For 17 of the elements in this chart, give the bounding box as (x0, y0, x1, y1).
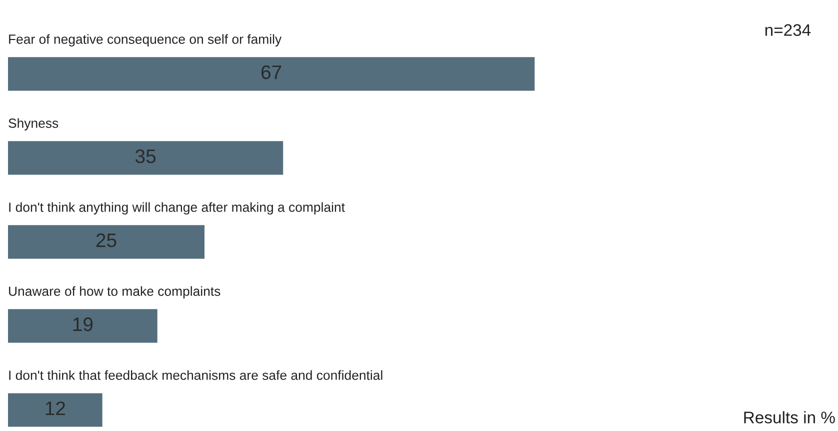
text: Results in % (744, 411, 835, 424)
text: n=234 (765, 24, 811, 36)
bar (8, 393, 102, 427)
data-label: 19 (73, 317, 93, 332)
data-label: 67 (261, 65, 282, 80)
y-tick-label: I don't think that feedback mechanisms are safe and confidential (9, 370, 382, 380)
bar (8, 141, 284, 175)
bar (8, 57, 535, 91)
data-label: 25 (96, 233, 116, 248)
y-tick-label: I don't think anything will change after making a complaint (9, 202, 345, 215)
data-label: 35 (135, 149, 156, 164)
y-tick-label: Unaware of how to make complaints (9, 286, 220, 299)
y-tick-label: Fear of negative consequence on self or family (9, 34, 282, 46)
bar (8, 309, 158, 343)
data-label: 12 (46, 401, 65, 416)
bar (8, 225, 204, 259)
y-tick-label: Shyness (8, 118, 58, 130)
